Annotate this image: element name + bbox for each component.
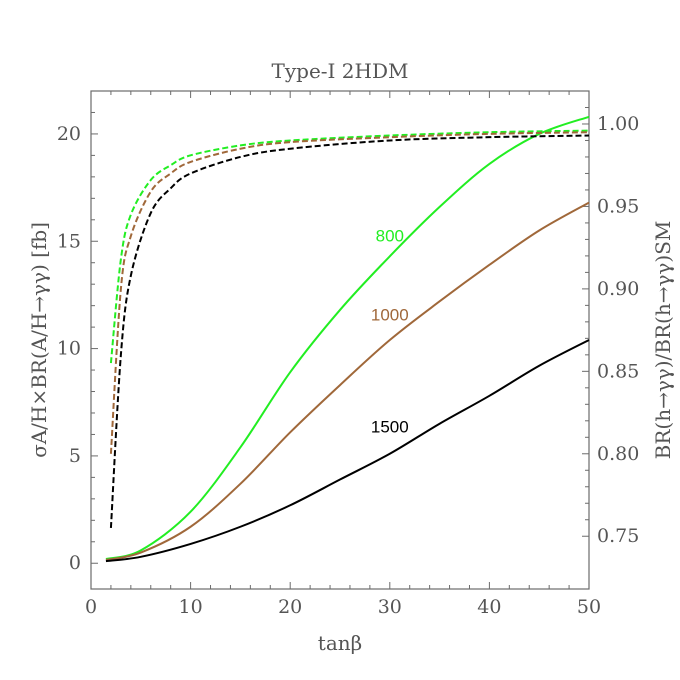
x-axis-label: tanβ [318, 631, 362, 655]
y-right-tick-label: 1.00 [597, 113, 639, 135]
y-right-tick-label: 0.95 [597, 195, 639, 217]
x-axis: 0 10 20 30 40 50 [85, 91, 601, 618]
series-line-1500-ratio [109, 134, 590, 529]
y-axis-right-label: BR(h→γγ)/BR(h→γγ)SM [651, 221, 675, 460]
series-line-1000 [105, 201, 590, 562]
series-line-800-ratio [109, 129, 590, 364]
series-line-800 [105, 115, 590, 560]
plot-frame [90, 90, 590, 590]
chart-title: Type-I 2HDM [272, 59, 409, 83]
y-right-tick-label: 0.80 [597, 443, 639, 465]
x-tick-label: 40 [477, 596, 501, 618]
x-tick-label: 50 [577, 596, 601, 618]
y-left-tick-label: 5 [69, 445, 81, 467]
x-tick-label: 0 [85, 596, 97, 618]
y-left-tick-label: 0 [69, 552, 81, 574]
x-tick-label: 10 [179, 596, 203, 618]
y-left-tick-label: 15 [57, 230, 81, 252]
series-line-1000-ratio [109, 131, 590, 454]
series-layer [105, 115, 590, 563]
y-left-tick-label: 20 [57, 123, 81, 145]
y-axis-left-label: σA/H×BR(A/H→γγ) [fb] [27, 222, 51, 458]
y-right-tick-label: 0.85 [597, 360, 639, 382]
curve-label-800: 800 [376, 226, 404, 245]
y-right-tick-label: 0.75 [597, 525, 639, 547]
y-left-tick-label: 10 [57, 338, 81, 360]
y-axis-right: 0.75 0.80 0.85 0.90 0.95 1.00 [582, 90, 639, 547]
curve-label-1000: 1000 [371, 306, 409, 325]
series-line-1500 [105, 339, 590, 563]
curve-label-1500: 1500 [371, 417, 409, 436]
y-axis-left: 0 5 10 15 20 [57, 111, 98, 574]
x-tick-label: 20 [278, 596, 302, 618]
y-right-tick-label: 0.90 [597, 278, 639, 300]
annotation-layer: 800 1000 1500 [371, 226, 409, 436]
x-tick-label: 30 [378, 596, 402, 618]
